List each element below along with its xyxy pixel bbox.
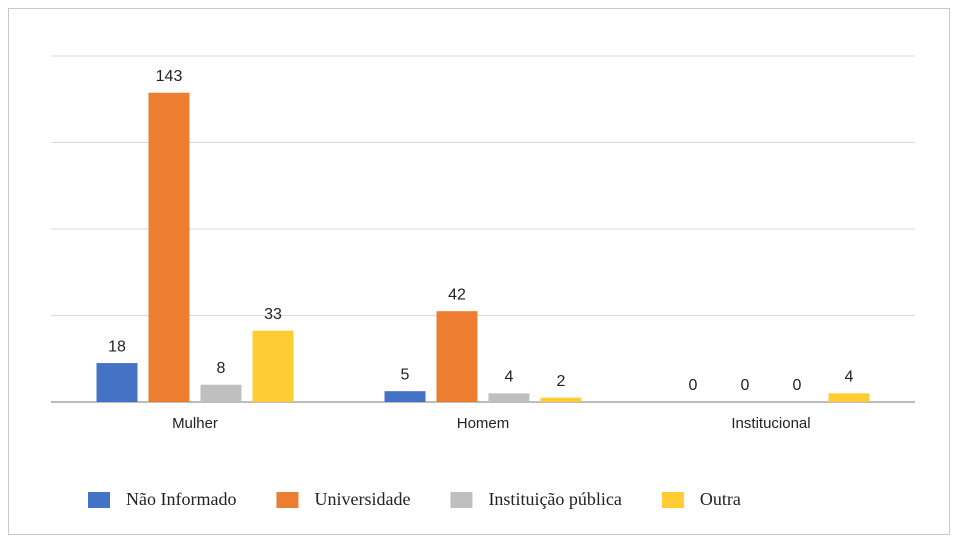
legend-swatch bbox=[276, 492, 299, 508]
legend-swatch bbox=[450, 492, 473, 508]
data-label: 143 bbox=[156, 68, 183, 85]
data-label: 2 bbox=[557, 373, 566, 390]
data-label: 0 bbox=[793, 377, 802, 394]
bar bbox=[436, 311, 478, 402]
bar bbox=[96, 363, 138, 402]
bar bbox=[488, 393, 530, 402]
data-label: 42 bbox=[448, 286, 466, 303]
legend-swatch bbox=[661, 492, 684, 508]
legend-label: Universidade bbox=[314, 489, 410, 509]
data-label: 4 bbox=[505, 369, 514, 386]
data-label: 0 bbox=[741, 377, 750, 394]
bar bbox=[540, 397, 582, 402]
bar bbox=[200, 384, 242, 402]
legend-label: Instituição pública bbox=[488, 489, 621, 509]
data-label: 4 bbox=[845, 369, 854, 386]
legend-label: Outra bbox=[700, 489, 741, 509]
data-label: 8 bbox=[217, 360, 226, 377]
bar bbox=[252, 330, 294, 402]
x-tick-label: Mulher bbox=[172, 415, 218, 432]
legend-swatch bbox=[88, 492, 110, 508]
data-label: 18 bbox=[108, 338, 126, 355]
legend-label: Não Informado bbox=[126, 489, 236, 509]
bar bbox=[148, 92, 190, 402]
x-tick-label: Homem bbox=[457, 415, 510, 432]
bar bbox=[384, 391, 426, 402]
data-label: 0 bbox=[689, 377, 698, 394]
bar bbox=[828, 393, 870, 402]
data-label: 33 bbox=[264, 306, 282, 323]
x-tick-label: Institucional bbox=[731, 415, 810, 432]
data-label: 5 bbox=[401, 366, 410, 383]
